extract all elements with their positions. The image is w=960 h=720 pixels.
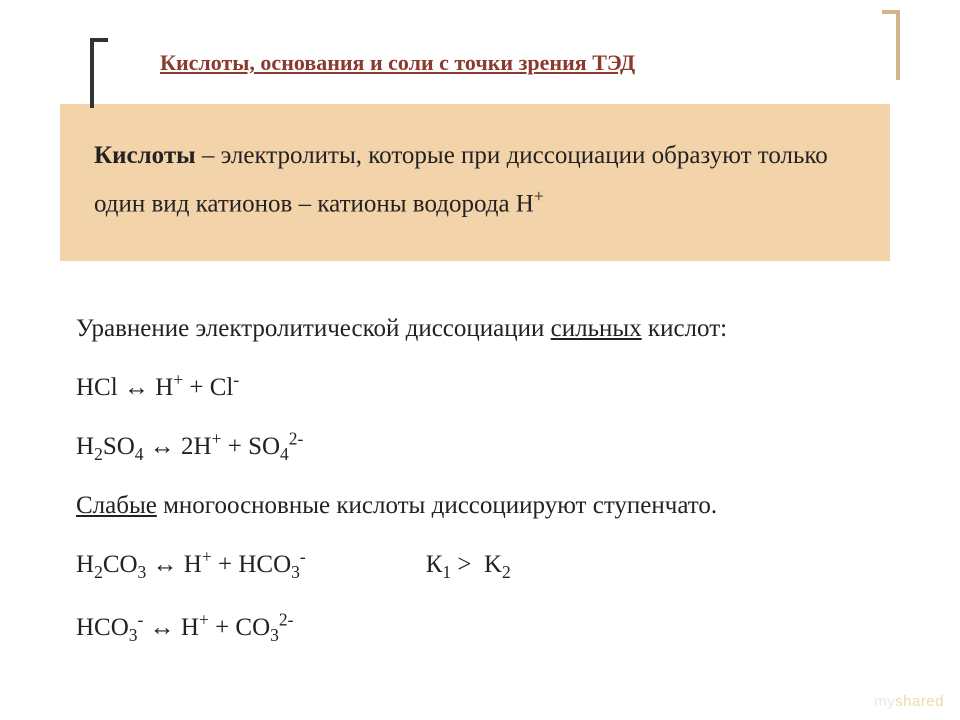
definition-rest: – электролиты, которые при диссоциации о… (94, 142, 828, 217)
para2-b: многоосновные кислоты диссоциируют ступе… (157, 492, 717, 519)
equation-h2co3: H2CO3 ↔ H+ + HCO3- (76, 537, 306, 592)
slide: Кислоты, основания и соли с точки зрения… (0, 0, 960, 720)
slide-title: Кислоты, основания и соли с точки зрения… (160, 50, 890, 76)
corner-bracket-top (90, 38, 108, 108)
paragraph-strong-acids: Уравнение электролитической диссоциации … (76, 301, 890, 356)
para1-b: кислот: (642, 315, 727, 342)
k-comparison: К1 > K2 (426, 537, 511, 592)
equation-hco3: HCO3- ↔ H+ + CO32- (76, 600, 890, 655)
paragraph-weak-acids: Слабые многоосновные кислоты диссоциирую… (76, 478, 890, 533)
definition-sup: + (534, 186, 544, 206)
watermark: myshared (874, 693, 944, 710)
corner-bracket-right (882, 10, 900, 80)
para1-underline: сильных (551, 315, 642, 342)
para2-underline: Слабые (76, 492, 157, 519)
definition-box: Кислоты – электролиты, которые при диссо… (60, 104, 890, 261)
equation-hcl: HCl ↔ H+ + Cl- (76, 360, 890, 415)
definition-term: Кислоты (94, 142, 196, 169)
watermark-my: my (874, 693, 895, 710)
body-content: Уравнение электролитической диссоциации … (70, 301, 890, 655)
equation-h2so4: H2SO4 ↔ 2H+ + SO42- (76, 419, 890, 474)
para1-a: Уравнение электролитической диссоциации (76, 315, 551, 342)
watermark-shared: shared (895, 693, 944, 710)
definition-text: Кислоты – электролиты, которые при диссо… (94, 132, 856, 227)
